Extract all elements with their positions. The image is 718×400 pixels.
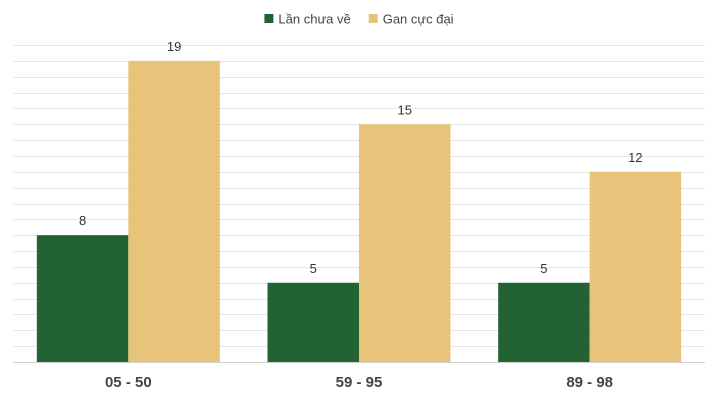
data-label: 15 [398,102,412,117]
data-labels: 8 19 5 15 5 12 [79,39,643,276]
bar-gan-cuc-dai-0[interactable] [128,60,220,362]
bar-lan-chua-ve-0[interactable] [36,235,129,362]
x-tick-label: 59 - 95 [336,374,383,391]
legend-item[interactable]: Gan cực đại [368,12,454,27]
x-axis-ticks: 05 - 50 59 - 95 89 - 98 [105,374,613,391]
bar-lan-chua-ve-2[interactable] [498,282,590,362]
bar-gan-cuc-dai-1[interactable] [359,124,451,362]
bar-gan-cuc-dai-2[interactable] [589,171,682,362]
x-tick-label: 89 - 98 [566,374,613,391]
legend-swatch [264,14,274,23]
data-label: 19 [167,39,181,54]
data-label: 8 [79,213,86,228]
bars-layer [36,60,682,362]
legend-item[interactable]: Lần chưa về [264,12,351,27]
legend-label: Lần chưa về [278,12,350,27]
x-tick-label: 05 - 50 [105,374,152,391]
chart-legend: Lần chưa về Gan cực đại [264,12,454,27]
legend-label: Gan cực đại [383,12,454,27]
bar-lan-chua-ve-1[interactable] [267,282,360,362]
data-label: 5 [540,261,547,276]
legend-swatch [368,14,378,23]
data-label: 5 [310,261,317,276]
data-label: 12 [628,150,642,165]
